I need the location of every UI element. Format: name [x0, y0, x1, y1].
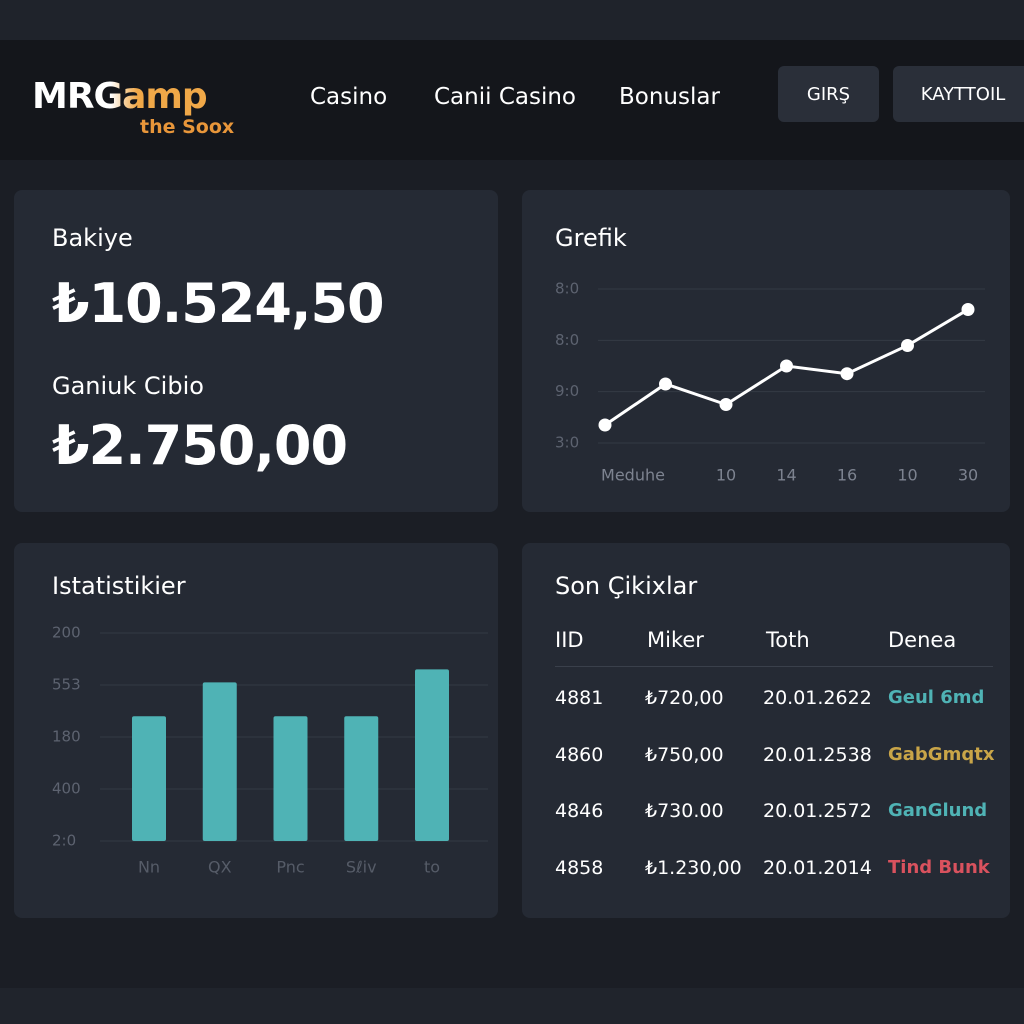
nav-link[interactable]: Canii Casino — [434, 84, 576, 110]
nav-link[interactable]: Casino — [310, 84, 388, 110]
row-status: Geul 6md — [888, 687, 985, 708]
top-strip — [0, 0, 1024, 40]
row-amount: ₺750,00 — [645, 743, 724, 766]
row-amount: ₺1.230,00 — [645, 856, 742, 879]
row-status: GabGmqtx — [888, 743, 995, 765]
row-status: GanGlund — [888, 800, 988, 821]
logo[interactable]: MRGamp — [32, 76, 208, 117]
row-date: 20.01.2572 — [763, 800, 872, 822]
row-date: 20.01.2538 — [763, 743, 872, 766]
logo-sub: the Soox — [140, 116, 235, 138]
column-header: Miker — [647, 628, 704, 652]
row-amount: ₺730.00 — [645, 800, 724, 822]
column-header: Toth — [766, 628, 810, 652]
table-divider — [555, 666, 993, 667]
column-header: Denea — [888, 628, 957, 652]
balance-label: Ganiuk Cibio — [52, 372, 204, 400]
nav-link[interactable]: Bonuslar — [619, 84, 720, 110]
login-button[interactable]: GIRŞ — [778, 66, 879, 122]
register-button[interactable]: KAYTTOIL — [893, 66, 1024, 122]
row-date: 20.01.2014 — [763, 856, 872, 879]
row-status: Tind Bunk — [888, 856, 990, 878]
row-date: 20.01.2622 — [763, 687, 872, 709]
chart-title: Istatistikier — [52, 572, 186, 600]
footer-strip — [0, 988, 1024, 1024]
row-id: 4846 — [555, 800, 604, 822]
row-id: 4881 — [555, 687, 604, 709]
table-title: Son Çikixlar — [555, 572, 698, 600]
table-card — [522, 543, 1010, 918]
balance-amount: ₺10.524,50 — [52, 272, 385, 335]
row-id: 4858 — [555, 856, 604, 879]
balance-amount2: ₺2.750,00 — [52, 414, 348, 477]
balance-card — [14, 190, 498, 512]
row-id: 4860 — [555, 743, 604, 766]
column-header: IID — [555, 628, 584, 652]
chart-title: Grefik — [555, 224, 627, 252]
row-amount: ₺720,00 — [645, 687, 724, 709]
balance-title: Bakiye — [52, 224, 133, 252]
